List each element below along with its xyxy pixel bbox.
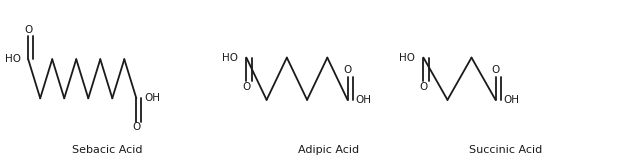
Text: OH: OH	[144, 93, 160, 103]
Text: O: O	[24, 25, 32, 35]
Text: HO: HO	[222, 53, 238, 63]
Text: O: O	[492, 65, 500, 75]
Text: O: O	[242, 82, 251, 92]
Text: OH: OH	[356, 95, 372, 105]
Text: OH: OH	[504, 95, 520, 105]
Text: O: O	[343, 65, 352, 75]
Text: HO: HO	[399, 53, 415, 63]
Text: O: O	[419, 82, 427, 92]
Text: Succinic Acid: Succinic Acid	[469, 145, 543, 155]
Text: Sebacic Acid: Sebacic Acid	[72, 145, 142, 155]
Text: O: O	[132, 122, 141, 132]
Text: HO: HO	[4, 54, 20, 64]
Text: Adipic Acid: Adipic Acid	[298, 145, 359, 155]
